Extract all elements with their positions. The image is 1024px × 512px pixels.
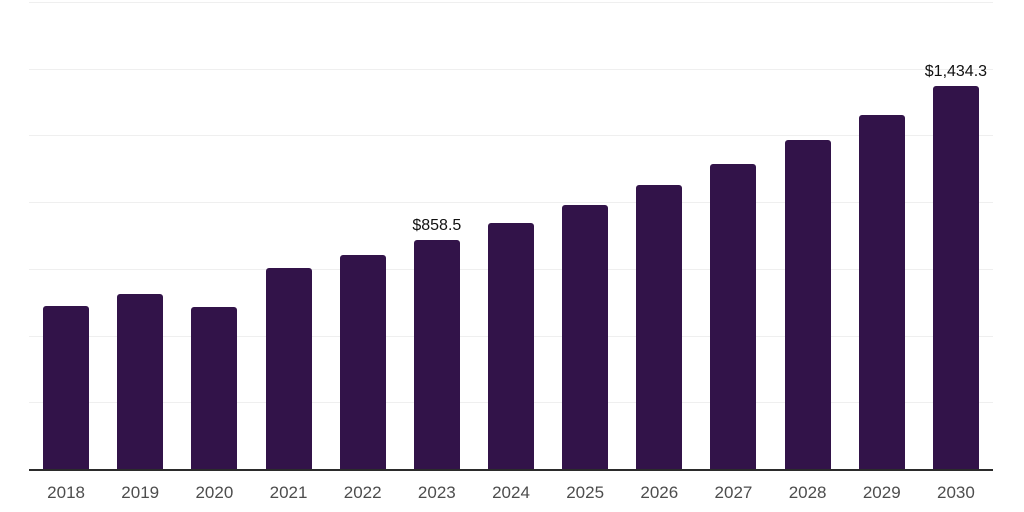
plot-area: $858.5 $1,434.3 <box>29 2 993 471</box>
bar-value-label-2023: $858.5 <box>412 216 462 234</box>
bar-slot-2026 <box>622 2 696 469</box>
bar-2018 <box>43 306 90 469</box>
gridline <box>29 2 993 3</box>
bar-slot-2020 <box>177 2 251 469</box>
bar-2019 <box>117 293 164 469</box>
bar-2020 <box>191 306 238 469</box>
x-tick-2025: 2025 <box>566 483 605 502</box>
x-tick-2029: 2029 <box>862 483 901 502</box>
x-tick-2018: 2018 <box>47 483 85 502</box>
x-tick-2024: 2024 <box>492 483 530 502</box>
x-tick-2028: 2028 <box>788 483 827 502</box>
x-tick-2020: 2020 <box>195 483 234 502</box>
bar-slot-2029 <box>845 2 919 469</box>
x-tick-2021: 2021 <box>269 483 308 502</box>
gridline <box>29 202 993 204</box>
bar-slot-2019 <box>103 2 177 469</box>
gridline <box>29 68 993 70</box>
bar-value-label-2030: $1,434.3 <box>924 63 988 81</box>
bar-2027 <box>710 163 757 469</box>
bar-slot-2027 <box>696 2 770 469</box>
x-axis: 2018 2019 2020 2021 2022 2023 2024 2025 2026 2027… <box>29 480 993 506</box>
bar-2022 <box>339 254 386 469</box>
bar-2025 <box>562 204 609 469</box>
x-tick-2019: 2019 <box>121 483 160 502</box>
x-tick-2030: 2030 <box>937 483 975 502</box>
bar-2021 <box>265 267 312 469</box>
bar-slot-2018 <box>29 2 103 469</box>
bar-slot-2025 <box>548 2 622 469</box>
x-tick-2026: 2026 <box>640 483 679 502</box>
bar-slot-2024 <box>474 2 548 469</box>
bar-slot-2023: $858.5 <box>400 2 474 469</box>
x-tick-2023: 2023 <box>417 483 456 502</box>
x-tick-2027: 2027 <box>714 483 753 502</box>
bar-slot-2021 <box>251 2 325 469</box>
bar-2030 <box>932 86 979 469</box>
bar-slot-2030: $1,434.3 <box>919 2 993 469</box>
bar-2026 <box>636 185 683 469</box>
x-tick-2022: 2022 <box>343 483 382 502</box>
bar-2024 <box>487 223 534 469</box>
bar-2023 <box>413 239 460 469</box>
bar-2028 <box>784 139 831 469</box>
gridline <box>29 135 993 137</box>
bar-2029 <box>858 114 905 469</box>
bar-slot-2022 <box>326 2 400 469</box>
bar-slot-2028 <box>771 2 845 469</box>
